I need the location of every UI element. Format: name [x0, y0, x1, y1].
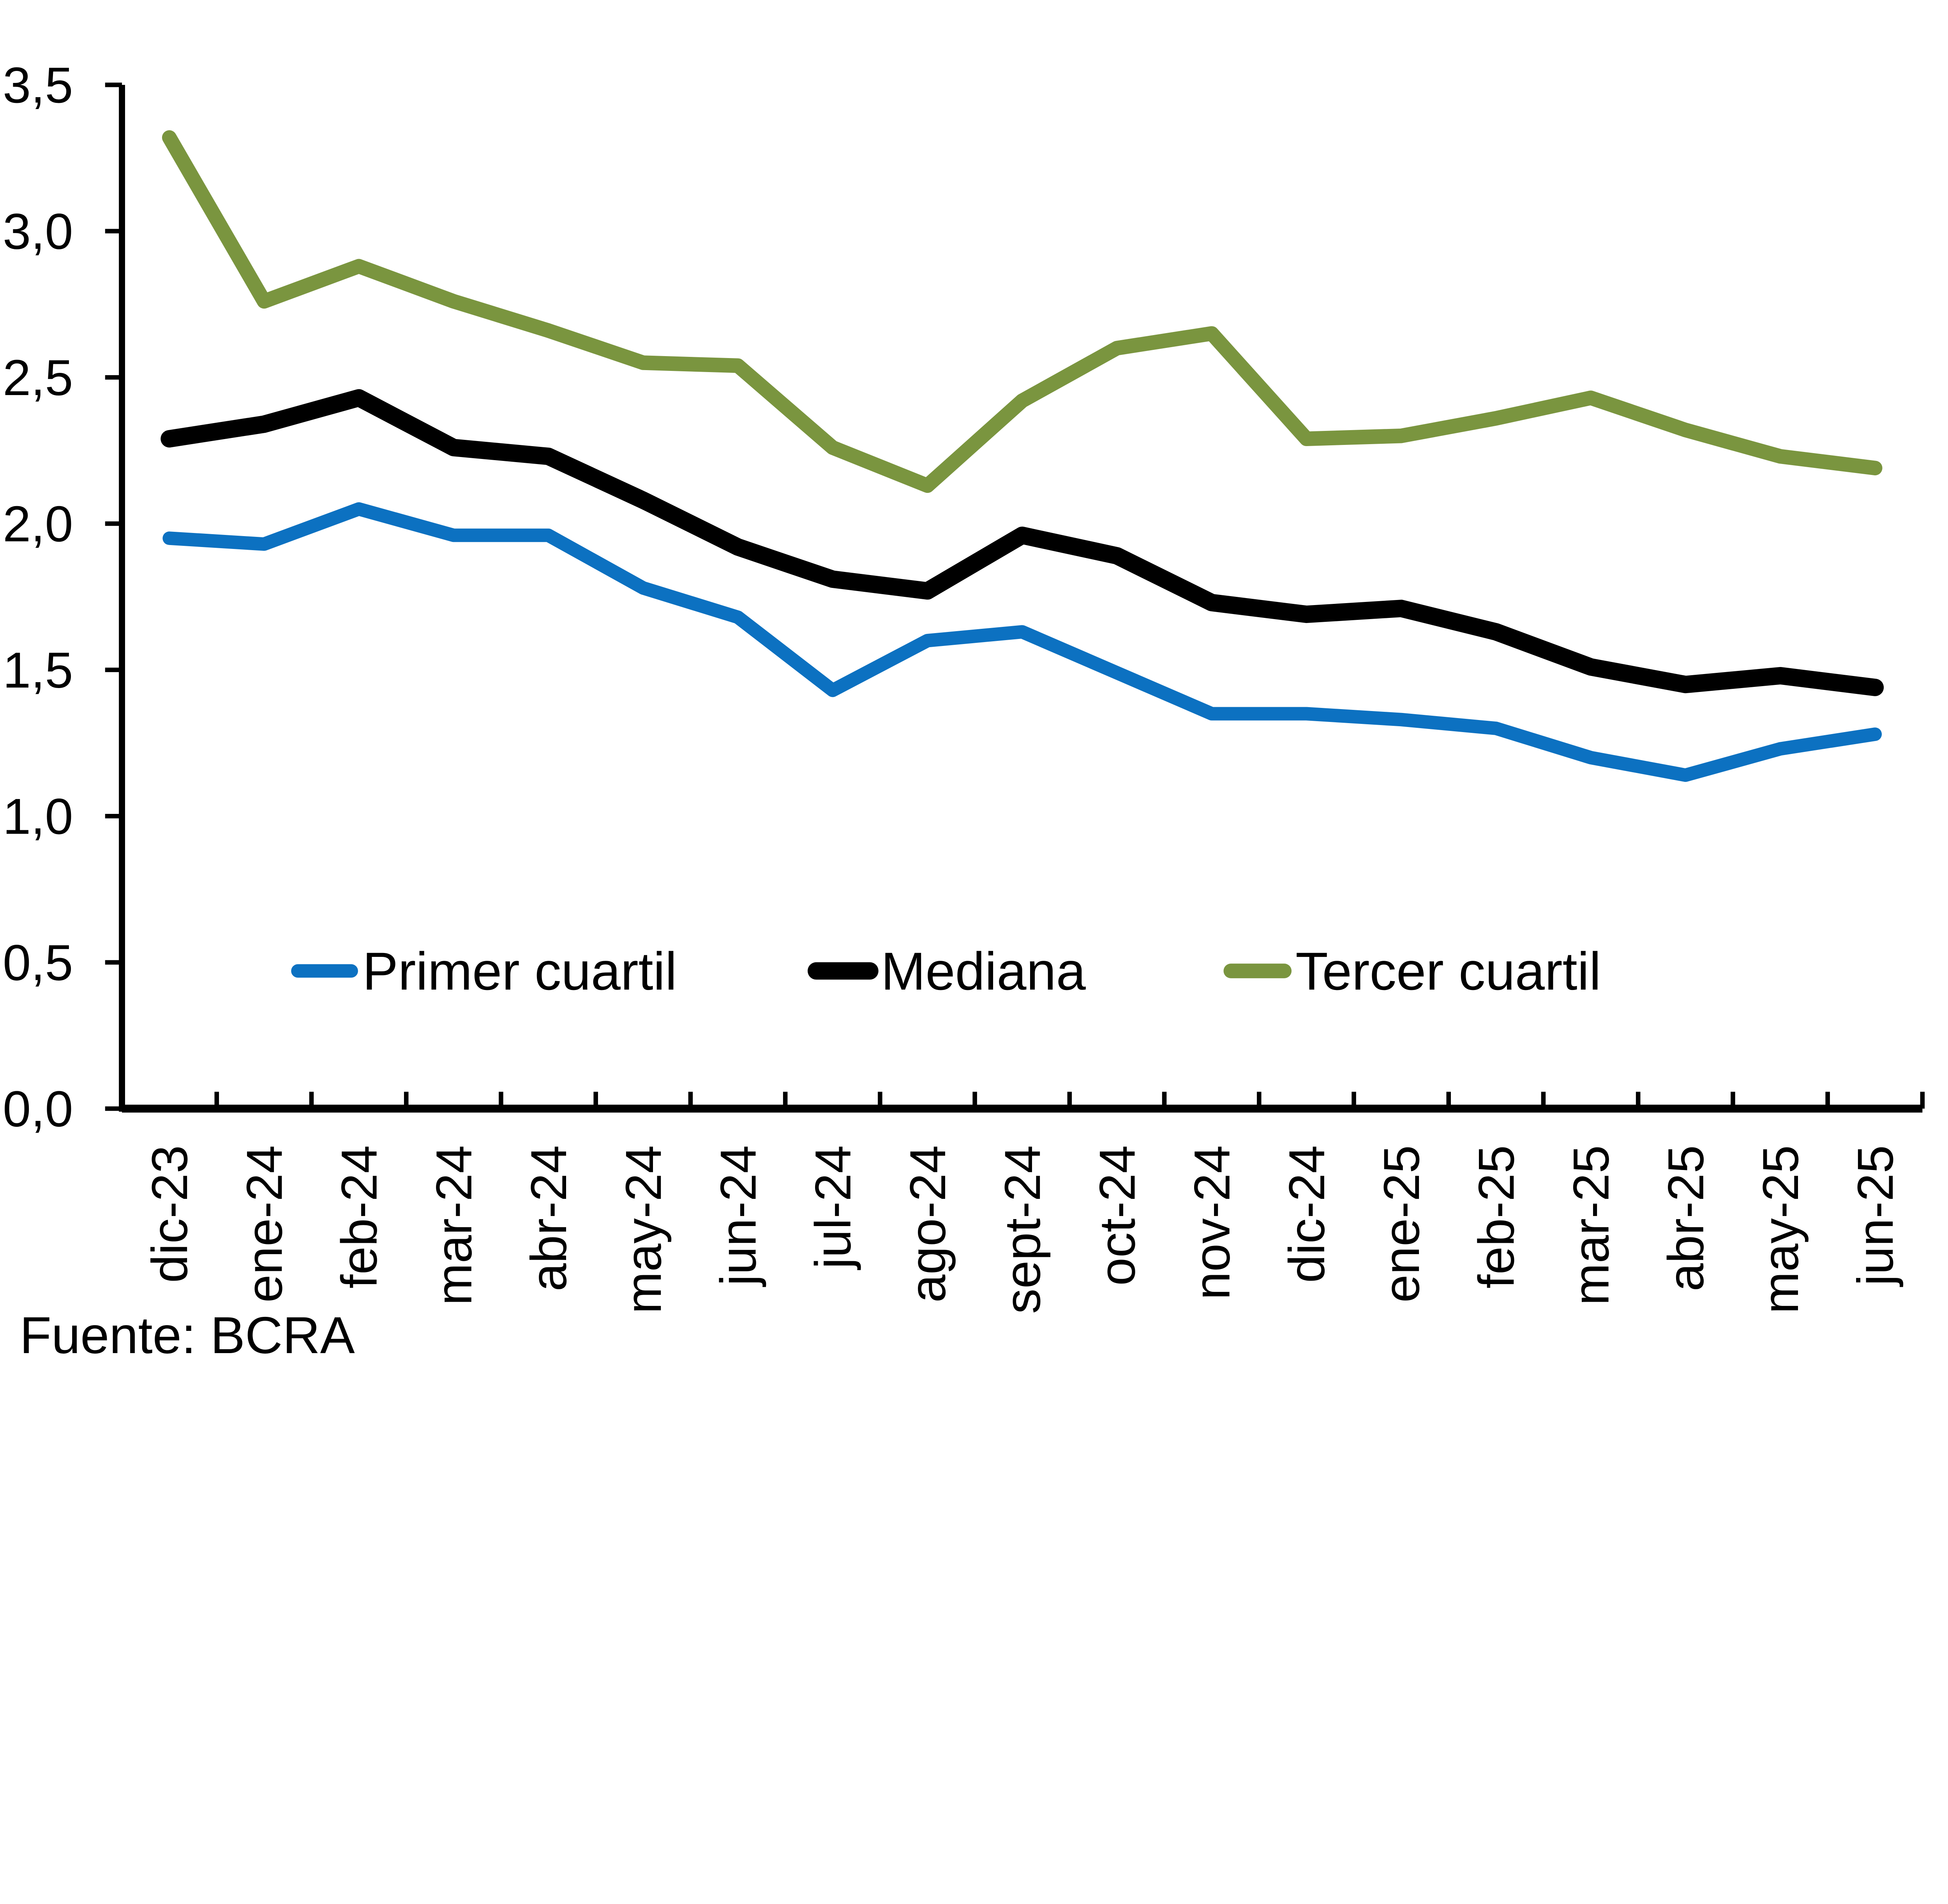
x-tick-label: jun-24	[709, 1145, 766, 1287]
x-tick-label: feb-24	[331, 1145, 388, 1288]
y-tick-label: 1,0	[3, 788, 73, 845]
y-tick-label: 3,5	[3, 56, 73, 113]
y-tick-label: 1,5	[3, 642, 73, 699]
source-note: Fuente: BCRA	[19, 1306, 355, 1364]
x-tick-label: jul-24	[805, 1145, 861, 1271]
series-line-primer-cuartil	[162, 502, 1882, 782]
x-tick-label: abr-24	[520, 1145, 577, 1291]
x-axis-ticks-and-labels: dic-23 ene-24 feb-24 mar-24 abr-24 may-24 jun-…	[120, 1092, 1925, 1314]
axes	[119, 85, 1923, 1113]
y-axis-ticks-and-labels: 0,0 0,5 1,0 1,5 2,0 2,5 3,0 3,5	[3, 56, 122, 1137]
chart-canvas: 0,0 0,5 1,0 1,5 2,0 2,5 3,0 3,5 dic-23 ene-24 feb-…	[3, 56, 1925, 1365]
legend: Primer cuartil Mediana Tercer cuartil	[291, 942, 1601, 1001]
legend-label: Mediana	[881, 942, 1086, 1001]
y-tick-label: 2,5	[3, 349, 73, 406]
x-tick-label: dic-23	[141, 1145, 198, 1283]
chart-page: 0,0 0,5 1,0 1,5 2,0 2,5 3,0 3,5 dic-23 ene-24 feb-…	[3, 56, 1925, 1365]
x-tick-label: ene-25	[1373, 1145, 1430, 1302]
x-tick-label: nov-24	[1184, 1145, 1240, 1300]
x-tick-label: dic-24	[1278, 1145, 1335, 1283]
x-tick-label: abr-25	[1657, 1145, 1714, 1291]
series-line-mediana	[161, 389, 1884, 696]
x-tick-label: feb-25	[1468, 1145, 1525, 1288]
x-tick-label: jun-25	[1847, 1145, 1904, 1287]
x-tick-label: oct-24	[1089, 1145, 1145, 1286]
x-tick-label: ene-24	[236, 1145, 293, 1302]
legend-item-primer-cuartil: Primer cuartil	[291, 942, 677, 1001]
x-tick-label: sept-24	[994, 1145, 1051, 1314]
legend-label: Primer cuartil	[362, 942, 677, 1001]
y-tick-label: 0,5	[3, 934, 73, 991]
quartile-line-chart: 0,0 0,5 1,0 1,5 2,0 2,5 3,0 3,5 dic-23 ene-24 feb-…	[3, 56, 1925, 1365]
y-tick-label: 3,0	[3, 203, 73, 260]
x-tick-label: mar-25	[1563, 1145, 1620, 1305]
x-tick-label: mar-24	[425, 1145, 482, 1305]
y-tick-label: 2,0	[3, 495, 73, 552]
legend-item-mediana: Mediana	[807, 942, 1086, 1001]
legend-item-tercer-cuartil: Tercer cuartil	[1223, 942, 1601, 1001]
x-tick-label: may-25	[1752, 1145, 1809, 1314]
data-series-lines	[161, 130, 1884, 782]
legend-label: Tercer cuartil	[1295, 942, 1601, 1001]
x-tick-label: ago-24	[899, 1145, 956, 1302]
x-tick-label: may-24	[615, 1145, 672, 1314]
y-tick-label: 0,0	[3, 1080, 73, 1137]
series-line-tercer-cuartil	[162, 130, 1883, 493]
